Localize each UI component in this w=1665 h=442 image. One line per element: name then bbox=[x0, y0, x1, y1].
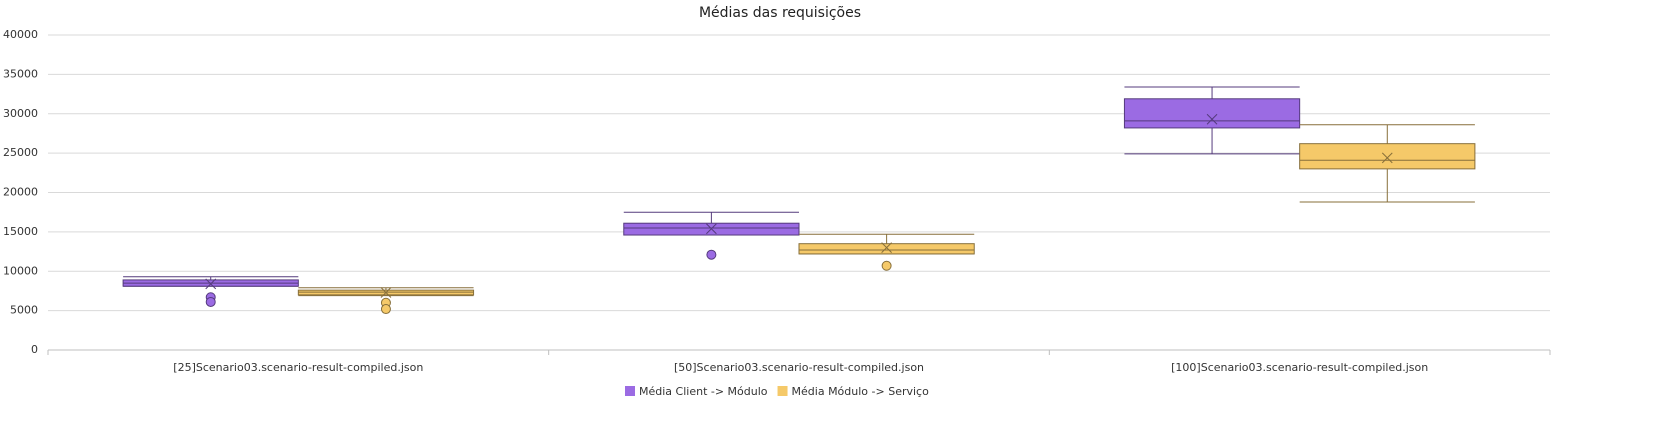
y-tick-label: 40000 bbox=[3, 28, 38, 41]
legend-swatch bbox=[625, 386, 635, 396]
x-tick-label: [100]Scenario03.scenario-result-compiled… bbox=[1171, 361, 1428, 374]
mean-marker bbox=[205, 278, 217, 290]
outlier bbox=[881, 260, 892, 271]
y-tick-label: 0 bbox=[31, 343, 38, 356]
box bbox=[798, 243, 975, 255]
legend-swatch bbox=[777, 386, 788, 396]
x-tick-label: [50]Scenario03.scenario-result-compiled.… bbox=[674, 361, 924, 374]
x-tick-label: [25]Scenario03.scenario-result-compiled.… bbox=[173, 361, 423, 374]
y-tick-label: 20000 bbox=[3, 186, 38, 199]
mean-marker bbox=[1206, 113, 1218, 125]
outlier bbox=[205, 296, 216, 307]
outlier bbox=[380, 304, 391, 315]
legend-label: Média Client -> Módulo bbox=[639, 385, 768, 398]
legend-label: Média Módulo -> Serviço bbox=[792, 385, 930, 398]
y-tick-label: 15000 bbox=[3, 225, 38, 238]
y-tick-label: 25000 bbox=[3, 146, 38, 159]
outlier bbox=[706, 249, 717, 260]
box bbox=[1299, 143, 1476, 170]
y-tick-label: 30000 bbox=[3, 107, 38, 120]
mean-marker bbox=[706, 223, 717, 235]
chart-title: Médias das requisições bbox=[699, 5, 861, 21]
y-tick-label: 35000 bbox=[3, 67, 38, 80]
y-tick-label: 10000 bbox=[3, 264, 38, 277]
mean-marker bbox=[881, 242, 892, 253]
y-tick-label: 5000 bbox=[10, 304, 38, 317]
mean-marker bbox=[380, 287, 392, 298]
mean-marker bbox=[1381, 152, 1393, 164]
box bbox=[1123, 98, 1301, 129]
